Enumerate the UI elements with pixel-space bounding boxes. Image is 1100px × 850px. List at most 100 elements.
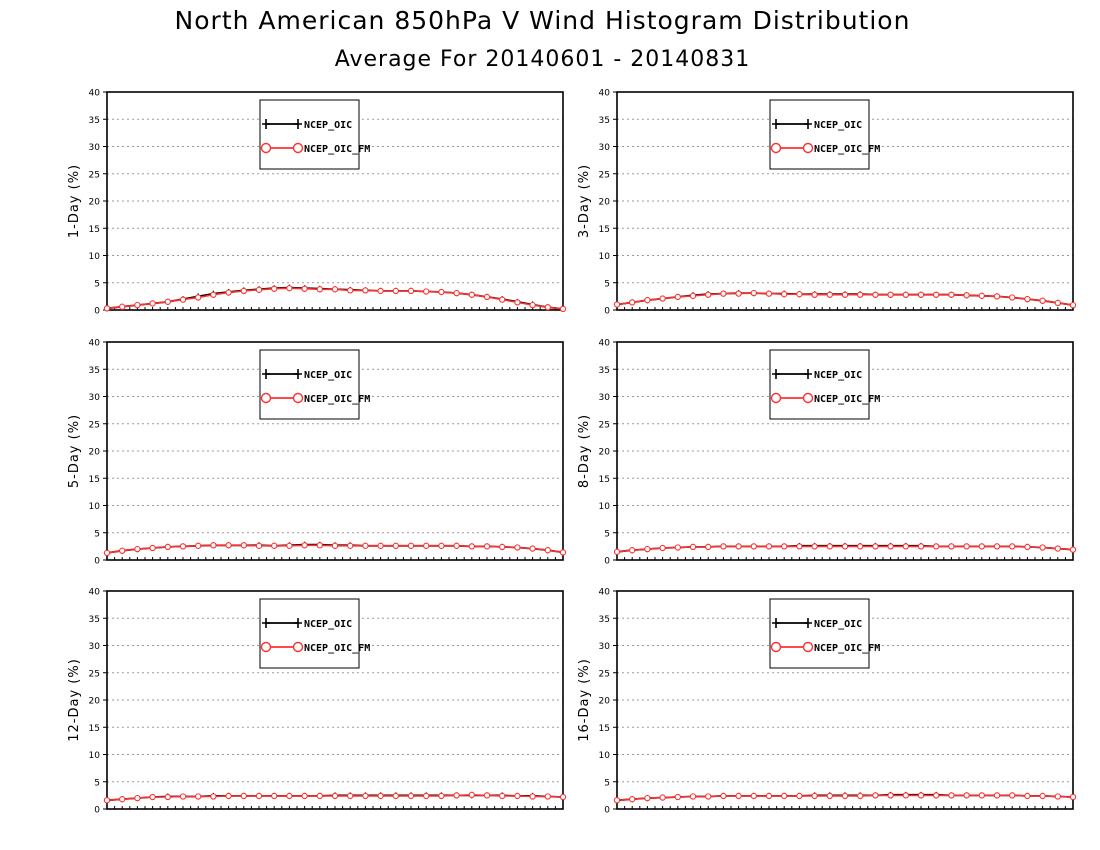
data-point	[164, 793, 171, 801]
data-point	[826, 543, 833, 550]
legend-label: NCEP_OIC_FM	[814, 144, 880, 155]
data-point	[377, 287, 384, 295]
y-tick-label: 5	[604, 279, 610, 289]
data-point	[841, 291, 849, 298]
data-point	[917, 543, 925, 550]
data-point	[993, 792, 1001, 799]
legend-box	[259, 349, 360, 420]
data-point	[331, 286, 339, 293]
data-point	[468, 543, 475, 550]
data-point	[857, 792, 864, 800]
data-point	[872, 543, 879, 550]
y-tick-label: 15	[89, 225, 100, 235]
data-point	[179, 793, 187, 800]
data-point	[544, 547, 551, 554]
data-point	[134, 794, 141, 802]
data-point	[240, 792, 247, 800]
series-ncep-oic-fm	[613, 289, 1077, 309]
legend-marker	[772, 369, 780, 379]
data-point	[765, 290, 773, 297]
data-point	[887, 792, 894, 799]
data-point	[316, 792, 323, 800]
y-tick-label: 40	[89, 339, 101, 349]
data-point	[629, 547, 636, 554]
data-point	[948, 291, 955, 298]
data-point	[134, 545, 141, 553]
y-tick-label: 40	[89, 89, 101, 99]
legend-box	[769, 349, 870, 420]
data-point	[887, 543, 894, 550]
data-point	[164, 543, 171, 551]
legend-marker	[260, 392, 272, 404]
legend-box	[769, 598, 870, 669]
data-point	[705, 291, 712, 298]
data-point	[210, 793, 217, 800]
y-tick-label: 5	[94, 778, 100, 788]
legend-marker	[772, 618, 780, 628]
y-axis-label: 3-Day (%)	[577, 164, 592, 238]
y-tick-label: 0	[94, 307, 100, 317]
y-tick-label: 35	[599, 615, 610, 625]
y-tick-label: 15	[89, 475, 100, 485]
data-point	[195, 793, 202, 800]
y-axis-label: 1-Day (%)	[67, 164, 82, 238]
y-tick-label: 35	[89, 615, 100, 625]
data-point	[423, 288, 430, 295]
data-point	[857, 291, 864, 298]
data-point	[195, 542, 202, 549]
data-point	[529, 793, 536, 800]
y-tick-label: 20	[599, 198, 611, 208]
data-point	[887, 291, 894, 298]
y-axis-label: 5-Day (%)	[67, 414, 82, 488]
data-point	[514, 792, 521, 800]
legend-marker	[802, 142, 814, 154]
data-point	[841, 792, 849, 800]
y-tick-label: 20	[89, 448, 101, 458]
y-tick-label: 10	[89, 751, 101, 761]
legend-label: NCEP_OIC_FM	[814, 394, 880, 405]
data-point	[1039, 792, 1046, 800]
data-point	[781, 291, 788, 298]
y-tick-label: 30	[599, 642, 611, 652]
data-point	[826, 792, 833, 800]
data-point	[1024, 543, 1031, 551]
legend: NCEP_OIC NCEP_OIC_FM	[259, 349, 370, 420]
data-point	[781, 543, 788, 550]
y-tick-label: 30	[599, 143, 611, 153]
data-point	[514, 544, 521, 551]
data-point	[902, 291, 909, 298]
legend-label: NCEP_OIC_FM	[304, 643, 370, 654]
data-point	[438, 288, 445, 296]
data-point	[255, 286, 263, 293]
y-tick-label: 20	[89, 697, 101, 707]
legend: NCEP_OIC NCEP_OIC_FM	[259, 99, 370, 170]
chart-subtitle: Average For 20140601 - 20140831	[334, 47, 751, 72]
data-point	[499, 792, 506, 800]
data-point	[781, 792, 788, 800]
data-point	[811, 543, 818, 550]
legend-marker	[802, 641, 814, 653]
data-point	[1039, 297, 1046, 304]
data-point	[438, 792, 445, 800]
legend-marker	[294, 369, 302, 379]
y-tick-label: 10	[89, 502, 101, 512]
y-tick-label: 25	[89, 420, 100, 430]
data-point	[674, 544, 681, 551]
data-point	[1024, 792, 1031, 800]
data-point	[644, 297, 651, 304]
data-point	[811, 291, 818, 298]
data-point	[659, 544, 666, 552]
data-point	[735, 290, 742, 297]
data-point	[240, 542, 247, 549]
data-point	[103, 305, 111, 312]
data-point	[689, 543, 697, 551]
y-tick-label: 15	[599, 724, 610, 734]
data-point	[750, 543, 757, 550]
data-point	[750, 289, 757, 297]
legend-box	[769, 99, 870, 170]
data-point	[179, 296, 187, 303]
